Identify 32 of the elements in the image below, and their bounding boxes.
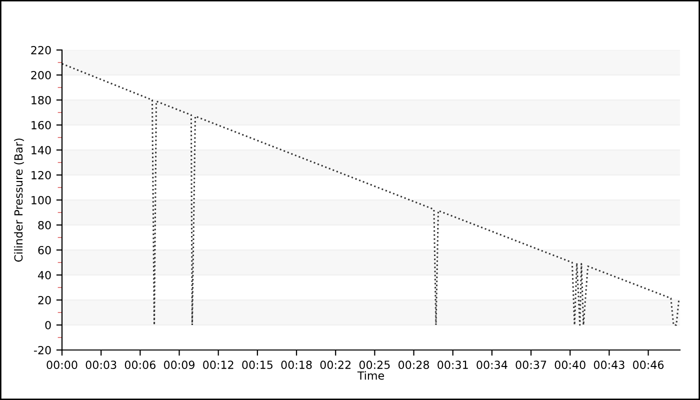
x-tick-label: 00:40 (554, 360, 586, 370)
x-tick-label: 00:03 (86, 360, 116, 370)
y-tick-label: -20 (34, 346, 51, 354)
y-tick-label: 60 (38, 246, 51, 254)
x-tick-label: 00:00 (46, 360, 78, 370)
x-tick-label: 00:43 (594, 360, 624, 370)
line-series (62, 62, 680, 326)
x-tick-label: 00:06 (124, 360, 156, 370)
y-tick-label: 180 (32, 96, 51, 104)
x-tick-label: 00:46 (632, 360, 664, 370)
y-tick-label: 160 (32, 120, 51, 130)
y-tick-label: 100 (32, 196, 51, 204)
y-tick-label: 220 (31, 46, 51, 54)
y-tick-label: 200 (31, 70, 51, 80)
x-tick-label: 00:18 (281, 360, 312, 370)
y-tick-label: 140 (32, 146, 51, 154)
y-tick-label: 120 (32, 170, 51, 180)
y-tick-label: 80 (38, 220, 51, 230)
x-axis-title: Time (357, 371, 384, 380)
y-tick-label: 0 (45, 320, 51, 330)
x-tick-label: 00:09 (164, 360, 194, 370)
x-tick-label: 00:15 (242, 360, 272, 370)
y-tick-label: 20 (38, 296, 51, 304)
x-tick-label: 00:37 (516, 360, 546, 370)
x-tick-label: 00:31 (438, 360, 468, 370)
x-tick-label: 00:12 (203, 360, 234, 370)
x-tick-label: 00:22 (320, 360, 350, 370)
y-tick-label: 40 (38, 270, 51, 280)
x-tick-label: 00:28 (398, 360, 430, 370)
x-tick-label: 00:34 (476, 360, 508, 370)
x-tick-label: 00:25 (359, 360, 390, 370)
y-axis-title: Cilinder Pressure (Bar) (14, 138, 24, 262)
